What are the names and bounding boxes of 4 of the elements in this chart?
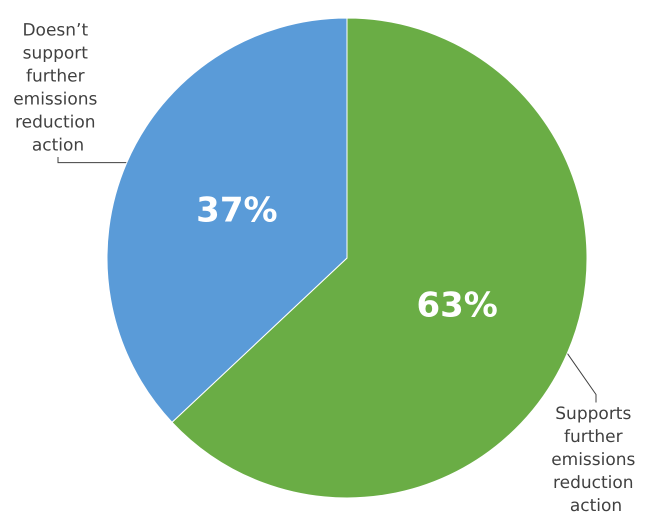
slice-label: Doesn’t support further emissions reduction action — [13, 20, 103, 156]
data-label: 63% — [416, 286, 498, 326]
data-label: 37% — [196, 190, 278, 230]
slice-label: Supports further emissions reduction action — [551, 404, 641, 516]
